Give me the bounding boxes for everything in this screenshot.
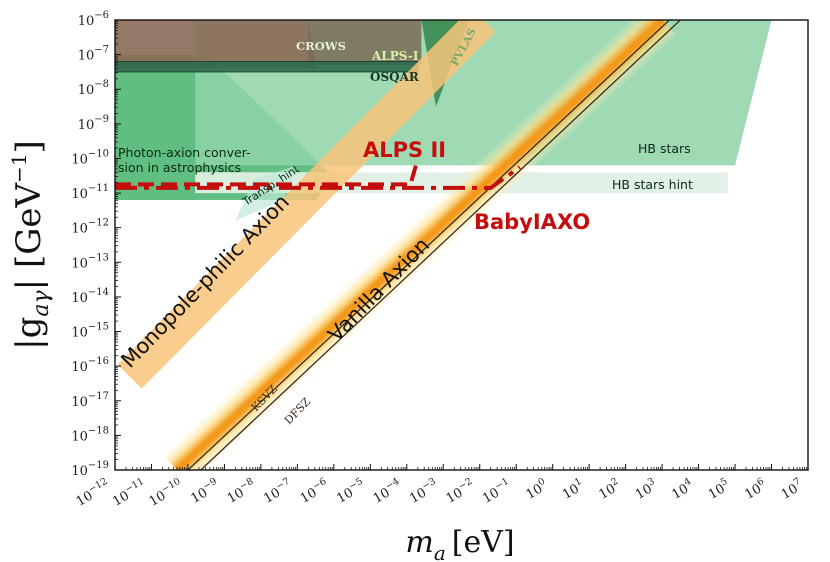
x-tick-label: 10−6 (296, 476, 331, 507)
y-tick-label: 10−16 (71, 356, 109, 375)
svg-text:|gaγ| [GeV−1]: |gaγ| [GeV−1] (7, 140, 54, 350)
line-dfsz (200, 20, 681, 470)
y-tick-label: 10−6 (78, 10, 109, 29)
x-tick-label: 10−7 (260, 476, 295, 507)
label-photon-axion-conversion: Photon-axion conver-sion in astrophysics (118, 145, 251, 175)
band-monopole-philic-axion (117, 20, 496, 389)
y-tick-label: 10−12 (71, 218, 109, 237)
band-vanilla-axion (162, 20, 678, 470)
plot-frame (114, 19, 809, 471)
label-crows: CROWS (296, 39, 346, 53)
y-tick-label: 10−15 (71, 322, 109, 341)
y-axis-label: |gaγ| [GeV−1] (7, 140, 54, 350)
y-tick-label: 10−18 (71, 425, 109, 444)
label-osqar: OSQAR (370, 70, 420, 84)
x-tick-label: 10−5 (333, 476, 368, 507)
svg-text:ma[eV]: ma [eV] (405, 525, 514, 562)
y-tick-label: 10−9 (78, 114, 109, 133)
y-tick-label: 10−8 (78, 79, 109, 98)
projection-alps-ii (115, 164, 418, 187)
x-tick-label: 10−2 (442, 476, 477, 507)
label-hb-stars: HB stars (638, 141, 691, 156)
y-tick-label: 10−11 (71, 183, 109, 202)
x-tick-label: 10−12 (72, 476, 113, 510)
x-tick-label: 10−9 (187, 476, 222, 507)
x-tick-label: 10−1 (479, 476, 514, 507)
projection-babyiaxo (115, 165, 522, 190)
x-tick-label: 105 (704, 476, 733, 503)
x-tick-label: 102 (595, 476, 624, 503)
line-ksvz (187, 20, 670, 470)
label-alps-ii: ALPS II (363, 138, 446, 162)
region-alps-i (308, 20, 422, 65)
x-tick-label: 104 (668, 476, 697, 503)
x-tick-label: 106 (741, 476, 770, 503)
y-tick-label: 10−14 (71, 287, 109, 306)
x-tick-label: 10−3 (406, 476, 441, 507)
y-tick-label: 10−17 (71, 391, 109, 410)
region-crows (115, 20, 316, 69)
x-tick-label: 103 (632, 476, 661, 503)
x-axis-label: ma [eV] (405, 525, 514, 562)
y-tick-label: 10−13 (71, 252, 109, 271)
x-tick-label: 100 (522, 476, 551, 503)
x-tick-label: 10−10 (145, 476, 186, 510)
region-transp-hint (235, 165, 298, 221)
label-alps-i: ALPS-I (371, 49, 419, 63)
label-hb-stars-hint: HB stars hint (612, 177, 693, 192)
y-tick-label: 10−7 (78, 45, 109, 64)
y-tick-label: 10−19 (71, 460, 109, 479)
x-tick-label: 10−4 (369, 476, 404, 507)
x-tick-label: 10−8 (223, 476, 258, 507)
x-tick-label: 10−11 (109, 476, 150, 510)
x-tick-label: 101 (559, 476, 588, 503)
label-babyiaxo: BabyIAXO (474, 210, 590, 234)
x-tick-label: 107 (777, 476, 806, 503)
y-tick-label: 10−10 (71, 148, 109, 167)
